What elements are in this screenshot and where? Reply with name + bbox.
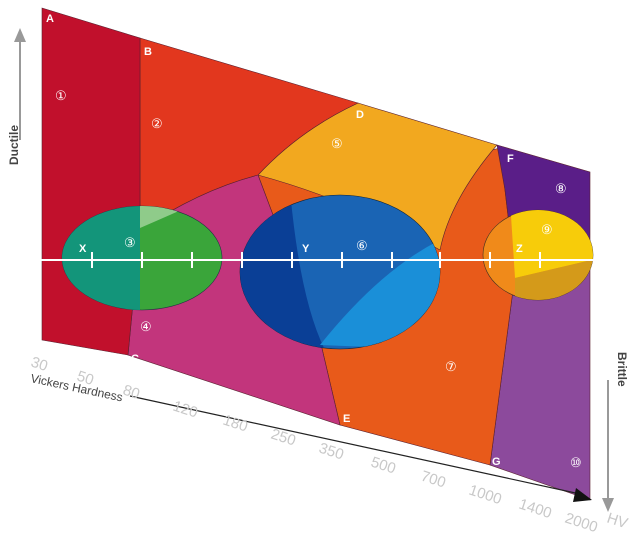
x-tick-label: 700 [419,468,448,492]
point-labels: A B C D E F G X Y Z [46,13,523,468]
region-label: ① [55,88,67,103]
center-label: Z [516,243,523,255]
x-tick-label: 120 [171,398,200,422]
point-label: D [356,109,364,121]
x-tick-label: 350 [317,440,346,464]
hardness-axis [30,252,600,268]
x-tick-label: 1000 [467,482,504,508]
x-tick-labels: 30 50 80 120 180 250 350 500 700 1000 1400 2000 HV [29,354,630,536]
region-label: ⑨ [541,222,553,237]
ellipse-x-part [140,206,190,228]
region-label: ③ [124,235,136,250]
region-label: ② [151,116,163,131]
point-label: B [144,46,152,58]
region-label: ⑦ [445,359,457,374]
x-tick-label: 50 [75,368,96,389]
point-label: G [492,456,501,468]
region-labels: ① ② ③ ④ ⑤ ⑥ ⑦ ⑧ ⑨ ⑩ [55,88,582,470]
x-tick-label: 250 [269,426,298,450]
region-label: ⑧ [555,181,567,196]
ellipse-y-part [320,240,440,349]
point-label: A [46,13,54,25]
region-label: ⑥ [356,238,368,253]
x-tick-label: 2000 [563,510,600,536]
x-tick-label: 180 [221,412,250,436]
point-label: C [131,353,139,365]
point-label: E [343,413,350,425]
ductile-label: Ductile [7,125,21,165]
ellipses [61,194,594,350]
center-label: X [79,243,87,255]
x-tick-label: 1400 [517,496,554,522]
x-tick-label: 500 [369,454,398,478]
side-arrows [14,28,614,512]
region-label: ④ [140,319,152,334]
brittle-label: Brittle [615,352,629,387]
region-label: ⑩ [570,455,582,470]
x-tick-label: HV [605,510,630,533]
point-label: F [507,153,514,165]
x-tick-label: 30 [29,354,50,375]
x-tick-label: 80 [121,382,142,403]
center-label: Y [302,243,310,255]
region-label: ⑤ [331,136,343,151]
axis-ticks [91,252,541,268]
